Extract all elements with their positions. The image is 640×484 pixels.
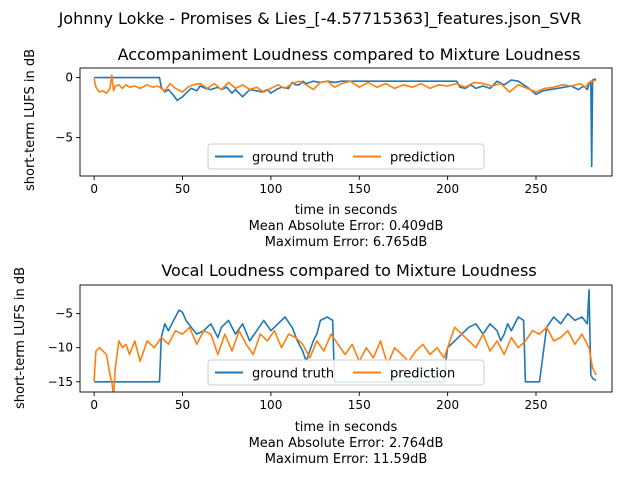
accompaniment-legend-label-prediction: prediction	[390, 151, 455, 166]
vocal-mae-text: Mean Absolute Error: 2.764dB	[249, 436, 444, 451]
accompaniment-max-error-text: Maximum Error: 6.765dB	[265, 235, 428, 250]
vocal-x-tick-label: 100	[259, 398, 282, 412]
vocal-y-tick-label: −15	[48, 375, 73, 389]
vocal-legend	[207, 359, 485, 386]
figure-suptitle: Johnny Lokke - Promises & Lies_[-4.57715…	[58, 9, 582, 29]
vocal-x-tick-label: 50	[175, 398, 190, 412]
accompaniment-x-tick-label: 0	[90, 182, 98, 196]
vocal-x-tick-label: 0	[90, 398, 98, 412]
accompaniment-x-tick-label: 100	[259, 182, 282, 196]
vocal-x-tick-label: 200	[436, 398, 459, 412]
accompaniment-mae-text: Mean Absolute Error: 0.409dB	[249, 219, 444, 234]
accompaniment-x-tick-label: 250	[525, 182, 548, 196]
vocal-y-tick-label: −5	[55, 307, 73, 321]
vocal-legend-label-ground-truth: ground truth	[252, 367, 334, 382]
accompaniment-y-tick-label: 0	[65, 71, 73, 85]
accompaniment-legend-label-ground-truth: ground truth	[252, 151, 334, 166]
vocal-x-tick-label: 150	[348, 398, 371, 412]
vocal-chart: Vocal Loudness compared to Mixture Loudn…	[13, 261, 613, 467]
accompaniment-series-prediction-line	[93, 74, 597, 94]
accompaniment-x-tick-label: 150	[348, 182, 371, 196]
vocal-series-prediction-line	[93, 326, 597, 392]
vocal-legend-label-prediction: prediction	[390, 367, 455, 382]
vocal-x-tick-label: 250	[525, 398, 548, 412]
accompaniment-y-axis-label: short-term LUFS in dB	[23, 49, 38, 191]
accompaniment-legend	[207, 143, 485, 170]
vocal-axes-frame	[79, 284, 613, 393]
accompaniment-axes-frame	[79, 67, 613, 177]
accompaniment-chart: Accompaniment Loudness compared to Mixtu…	[23, 45, 613, 250]
accompaniment-y-tick-label: −5	[55, 131, 73, 145]
vocal-chart-title: Vocal Loudness compared to Mixture Loudn…	[161, 261, 536, 280]
accompaniment-x-axis-label: time in seconds	[295, 203, 398, 218]
vocal-max-error-text: Maximum Error: 11.59dB	[265, 452, 428, 467]
accompaniment-x-tick-label: 50	[175, 182, 190, 196]
vocal-y-tick-label: −10	[48, 341, 73, 355]
vocal-y-axis-label: short-term LUFS in dB	[13, 267, 28, 409]
accompaniment-x-tick-label: 200	[436, 182, 459, 196]
vocal-x-axis-label: time in seconds	[295, 420, 398, 435]
accompaniment-chart-title: Accompaniment Loudness compared to Mixtu…	[118, 45, 581, 64]
